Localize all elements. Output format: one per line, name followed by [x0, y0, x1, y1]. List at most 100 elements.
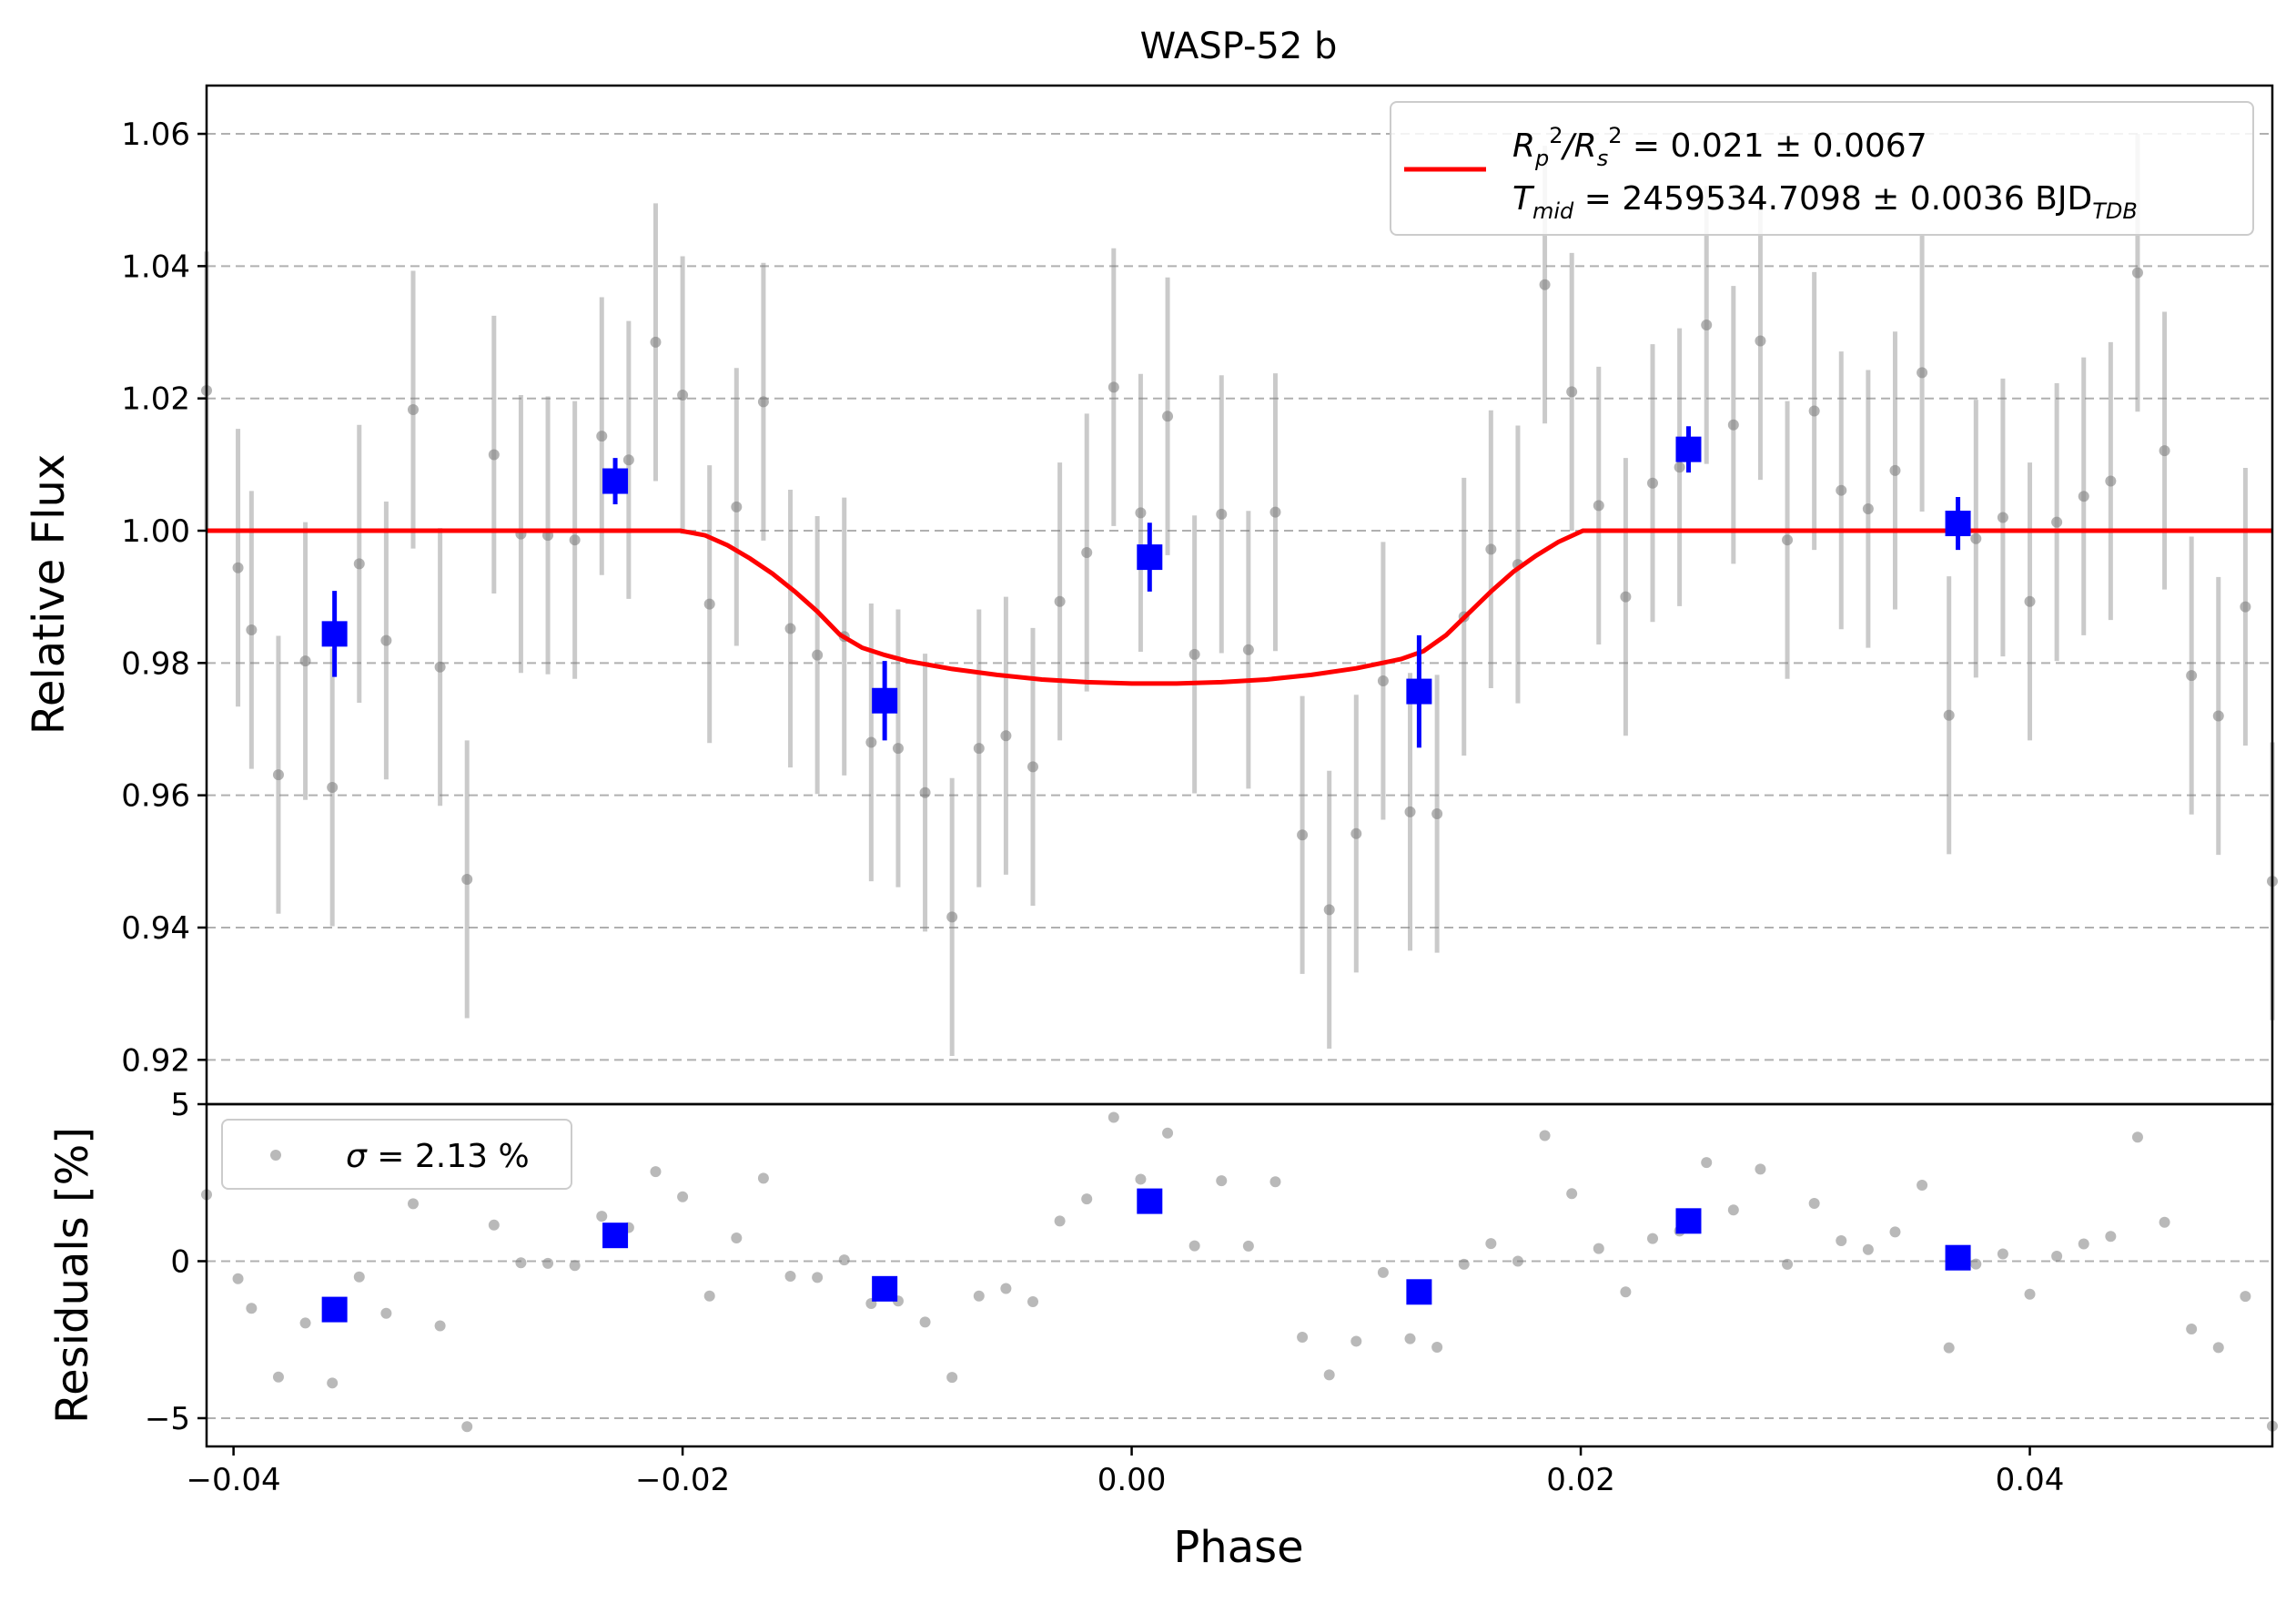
residual-point [731, 1232, 743, 1243]
residual-point [838, 1254, 850, 1266]
flux-point [1297, 829, 1309, 841]
residual-point [1216, 1175, 1228, 1187]
top-panel-points [201, 267, 2278, 923]
residual-point [1889, 1226, 1901, 1238]
flux-point [892, 743, 904, 755]
binned-flux-point [1137, 544, 1163, 571]
residual-point [1297, 1331, 1309, 1343]
binned-residual-point [872, 1275, 898, 1302]
flux-point [1081, 546, 1093, 558]
residual-point [380, 1307, 392, 1319]
bottom-ytick-label: 5 [170, 1087, 190, 1123]
binned-residual-point [1945, 1244, 1971, 1271]
residual-point [1108, 1111, 1119, 1123]
residual-point [488, 1219, 500, 1231]
flux-point [812, 649, 824, 661]
chart-title: WASP-52 b [1140, 25, 1338, 67]
residual-point [1836, 1235, 1847, 1247]
residual-point [919, 1316, 931, 1328]
flux-point [1000, 730, 1012, 742]
residual-point [1862, 1243, 1874, 1255]
residual-point [1566, 1188, 1578, 1200]
top-y-axis-title: Relative Flux [24, 454, 75, 736]
flux-point [919, 786, 931, 798]
top-ytick-label: 0.94 [121, 910, 190, 947]
residual-point [1917, 1179, 1928, 1191]
residual-point [2105, 1231, 2117, 1243]
residual-point [1512, 1255, 1523, 1267]
flux-point [1727, 419, 1739, 431]
bottom-panel-frame [205, 1102, 2274, 1448]
residual-point [1000, 1283, 1012, 1294]
residual-point [2186, 1323, 2198, 1334]
bottom-ytick-label: 0 [170, 1243, 190, 1280]
top-ytick-label: 0.96 [121, 778, 190, 815]
flux-point [1917, 367, 1928, 379]
flux-point [1997, 512, 2008, 523]
residual-point [1782, 1258, 1794, 1270]
flux-point [1970, 533, 1982, 544]
top-ytick-label: 1.00 [121, 513, 190, 550]
top-ytick-label: 1.04 [121, 249, 190, 285]
flux-point [1108, 381, 1119, 393]
flux-point [1054, 595, 1066, 607]
residual-point [1054, 1215, 1066, 1227]
top-legend: Rp2/Rs2 = 0.021 ± 0.0067 Tmid = 2459534.… [1390, 101, 2254, 236]
binned-flux-point [872, 687, 898, 714]
binned-residual-point [1137, 1188, 1163, 1214]
residual-point [232, 1273, 244, 1284]
flux-point [650, 336, 662, 348]
flux-point [1216, 508, 1228, 520]
residual-point [327, 1377, 339, 1389]
xtick-label: 0.00 [1097, 1462, 1167, 1498]
binned-residual-point [1675, 1208, 1702, 1234]
flux-point [1593, 500, 1604, 512]
transit-model-line [207, 528, 2272, 686]
flux-point [272, 769, 284, 781]
flux-point [1620, 591, 1632, 603]
flux-point [461, 873, 473, 885]
residual-point [1727, 1204, 1739, 1216]
flux-point [2078, 491, 2089, 502]
flux-point [1135, 507, 1147, 519]
binned-residual-point [602, 1223, 629, 1249]
flux-point [246, 624, 258, 636]
flux-point [1027, 761, 1038, 773]
flux-point [1889, 464, 1901, 476]
xtick-label: −0.04 [187, 1462, 281, 1498]
top-panel-binned-points [321, 426, 1971, 748]
flux-point [784, 623, 796, 634]
residual-point [703, 1290, 715, 1302]
flux-point [2131, 267, 2143, 279]
residual-point [461, 1421, 473, 1433]
residual-point [1997, 1248, 2008, 1260]
flux-point [1674, 462, 1685, 473]
residual-point [812, 1272, 824, 1283]
flux-point [1323, 904, 1335, 916]
binned-flux-point [602, 468, 629, 494]
flux-point [1647, 477, 1658, 489]
x-axis-ticks: −0.04 −0.02 0.00 0.02 0.04 [187, 1446, 2065, 1498]
legend-sigma: σ = 2.13 % [346, 1138, 530, 1175]
flux-point [1701, 320, 1713, 331]
xtick-label: 0.02 [1546, 1462, 1615, 1498]
xtick-label: −0.02 [635, 1462, 730, 1498]
residual-point [2024, 1288, 2036, 1300]
flux-point [865, 736, 877, 748]
flux-point [1404, 806, 1416, 817]
flux-point [327, 781, 339, 793]
bottom-ytick-label: −5 [145, 1401, 190, 1437]
flux-point [488, 449, 500, 461]
bottom-y-axis-title: Residuals [%] [47, 1127, 98, 1424]
residual-point [542, 1257, 554, 1269]
residual-point [1943, 1342, 1955, 1354]
flux-point [1566, 386, 1578, 398]
flux-point [2051, 516, 2063, 528]
flux-point [946, 911, 958, 923]
residual-point [569, 1260, 581, 1272]
xtick-label: 0.04 [1996, 1462, 2065, 1498]
residual-point [1431, 1341, 1443, 1353]
binned-flux-point [321, 621, 348, 647]
legend-line-1: Rp2/Rs2 = 0.021 ± 0.0067 [1512, 123, 1927, 171]
